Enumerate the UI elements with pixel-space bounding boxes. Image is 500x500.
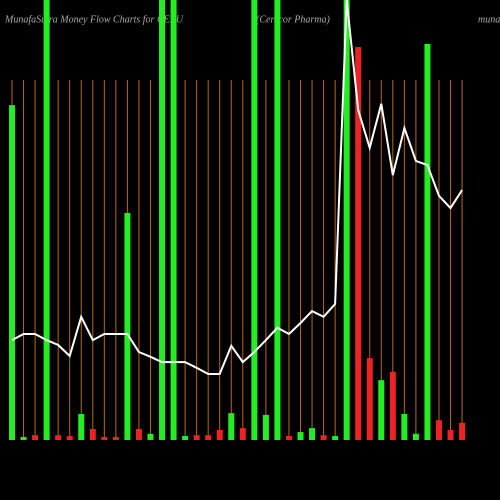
bar	[43, 0, 50, 440]
bar	[205, 435, 212, 440]
bar	[239, 428, 246, 440]
bar	[412, 433, 419, 440]
chart-title: MunafaSutra Money Flow Charts for CERU	[4, 14, 184, 25]
chart-subtitle: (Cerecor Pharma)	[256, 14, 330, 25]
site-name: munafasutra.com	[478, 14, 500, 25]
bar	[251, 0, 258, 440]
bar	[435, 420, 442, 440]
bar	[320, 435, 327, 440]
bar	[32, 435, 39, 440]
bar	[378, 380, 385, 440]
bar	[55, 435, 62, 440]
bar	[401, 414, 408, 440]
bar	[147, 433, 154, 440]
bar	[297, 432, 304, 440]
bar	[20, 436, 27, 440]
bar	[424, 44, 431, 440]
bar	[228, 413, 235, 440]
bar	[355, 47, 362, 441]
bar	[274, 0, 281, 440]
bar	[447, 429, 454, 440]
bar	[366, 358, 373, 440]
bar	[78, 414, 85, 440]
bar	[262, 414, 269, 440]
bar	[193, 435, 200, 440]
bar	[216, 429, 223, 440]
bar	[135, 429, 142, 440]
bar	[112, 436, 119, 440]
bar	[332, 436, 339, 440]
bar	[285, 436, 292, 440]
bar	[124, 212, 131, 440]
bar	[389, 371, 396, 440]
bar	[9, 105, 15, 440]
bar	[159, 0, 166, 440]
bar	[459, 422, 466, 440]
bar	[89, 429, 96, 440]
bar	[170, 0, 177, 440]
bar	[343, 0, 350, 440]
bar	[309, 428, 316, 440]
bar	[101, 436, 108, 440]
money-flow-line	[11, 0, 463, 375]
bar	[182, 436, 189, 440]
bar	[66, 436, 73, 440]
